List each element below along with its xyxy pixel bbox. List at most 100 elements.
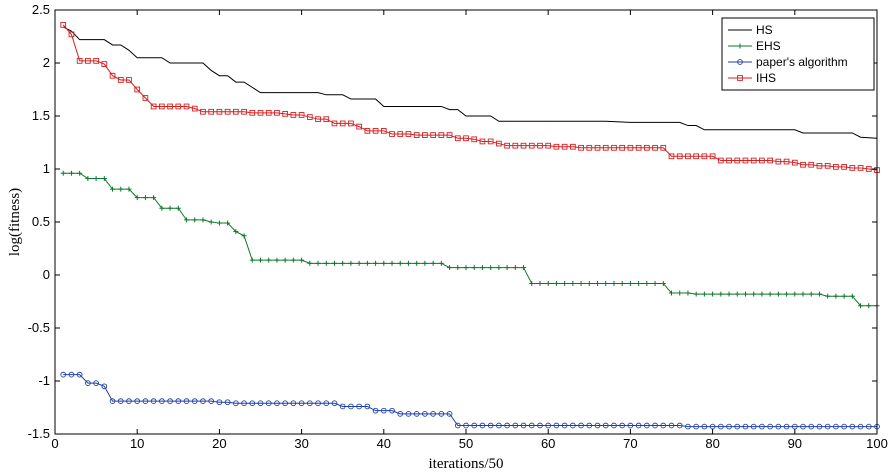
y-tick-label: 2 [43,55,50,70]
data-point [339,120,346,127]
data-point [216,220,222,226]
data-point [85,58,91,64]
data-point [750,423,757,430]
data-point [117,398,124,404]
data-point [373,260,379,266]
data-point [718,291,724,297]
data-point [274,257,280,263]
data-point [85,176,91,182]
data-point [274,400,280,407]
data-point [841,164,847,170]
x-tick-label: 10 [130,436,144,451]
data-point [339,403,346,410]
data-point [676,422,683,429]
data-point [627,144,634,151]
data-point [413,132,420,138]
data-point [734,157,741,164]
data-point [331,120,338,127]
data-point [356,123,362,130]
data-point [561,422,568,429]
data-point [742,423,749,430]
series-line [62,26,878,139]
legend-swatch-marker [737,59,743,65]
data-point [364,127,371,134]
data-point [101,383,108,390]
ticks-layer: 0 10 20 30 40 50 60 70 80 90 100 -1.5 -1 -0.5 0 0.5 1 1.5… [28,2,888,451]
data-point [290,400,297,407]
data-point [487,422,494,429]
data-point [249,257,255,263]
data-point [216,399,223,406]
data-point [767,157,773,164]
data-point [636,280,642,286]
data-point [792,291,798,297]
y-tick-label: 1 [43,161,50,176]
data-point [849,293,855,299]
data-point [340,260,346,266]
data-point [619,144,626,151]
data-point [857,423,864,430]
data-point [397,411,404,417]
x-tick-label: 60 [541,436,555,451]
data-point [183,103,190,110]
data-point [348,403,354,410]
data-point [471,265,477,271]
data-point [397,260,403,266]
data-point [800,423,806,430]
data-point [430,411,436,417]
data-point [537,142,543,149]
data-point [298,400,305,407]
series-hs [62,26,878,139]
data-point [553,143,560,150]
data-point [611,280,617,286]
data-point [175,103,182,110]
data-point [208,219,214,225]
data-point [76,371,83,378]
data-point [200,217,206,223]
data-point [274,109,280,116]
data-point [660,280,666,286]
data-point [677,290,683,296]
data-point [134,398,141,404]
data-point [578,422,584,429]
data-point [60,371,67,378]
data-point [183,398,190,404]
data-point [471,136,478,143]
data-point [775,291,781,297]
data-point [159,103,165,110]
legend-label: EHS [756,39,781,53]
data-point [627,422,634,429]
data-point [200,108,206,115]
data-point [586,422,593,429]
data-point [496,422,502,429]
series-line [62,24,878,171]
data-point [298,112,305,118]
data-point [126,186,132,192]
data-point [553,422,560,429]
data-point [635,422,642,429]
data-point [594,144,601,151]
data-point [208,398,215,404]
data-point [775,423,782,430]
data-point [676,153,683,160]
data-point [849,423,856,430]
data-point [816,423,823,430]
x-tick-label: 30 [294,436,308,451]
data-point [586,280,592,286]
data-point [545,422,552,429]
data-point [266,257,272,263]
data-point [159,398,165,404]
series-ihs [60,21,880,173]
data-point [405,131,412,137]
data-point [364,260,370,266]
data-point [701,291,707,297]
data-point [290,112,297,118]
x-tick-label: 0 [51,436,58,451]
data-point [372,127,379,134]
data-point [150,398,157,404]
x-tick-label: 20 [212,436,226,451]
data-point [380,407,387,414]
data-point [397,131,404,137]
data-point [258,257,263,263]
data-point [348,260,354,266]
